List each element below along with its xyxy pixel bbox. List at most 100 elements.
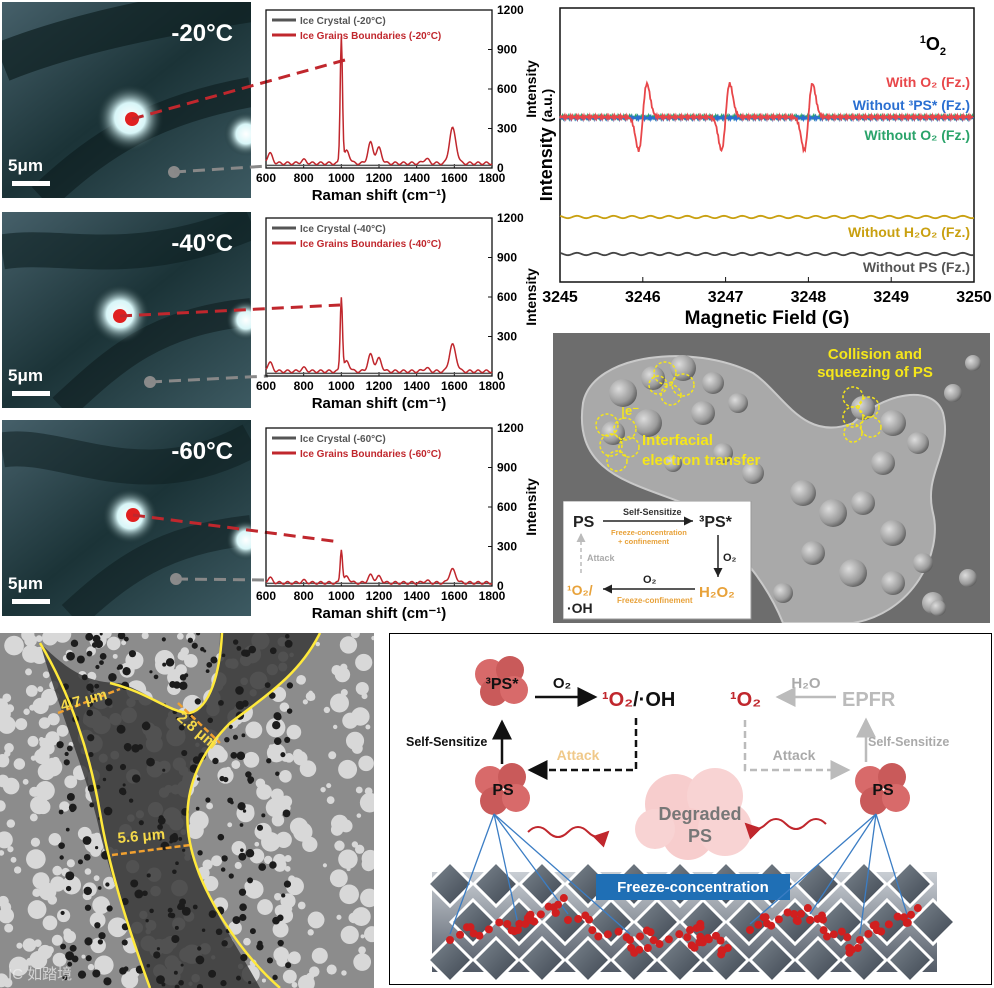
sem-interfacial-line1: Interfacial [642,432,713,449]
epr-xtick: 3250 [956,289,992,306]
tie-lines [449,813,911,935]
mechanism-diagram: ³PS* O₂ ¹O₂/·OH Self-Sensitize Attack PS… [406,656,958,984]
mech-self-sensitize-right: Self-Sensitize [868,735,949,749]
micrograph-image [2,420,251,616]
epr-xtick: 3247 [708,289,744,306]
raman-charts: 600 800 1000 1200 1400 1600 180003006009001200… [256,3,539,622]
raman-legend-boundary: Ice Grains Boundaries (-60°C) [300,449,441,460]
raman-ytick: 600 [497,82,517,96]
scalebar [12,181,50,186]
sem-interfacial-line2: electron transfer [642,452,761,469]
inset-h2o2: H₂O₂ [699,584,735,601]
epr-line-without-h2o2 [559,214,975,220]
mech-self-sensitize: Self-Sensitize [406,735,487,749]
raman-ytick: 1200 [497,3,524,17]
mech-singlet-right: ¹O₂ [730,689,761,711]
raman-xtick: 1200 [366,589,393,603]
temperature-label: -60°C [171,438,233,465]
probe-point-boundary [125,112,139,126]
inset-singlet: ¹O₂/ [567,582,593,598]
raman-xtick: 600 [256,171,276,185]
temperature-label: -40°C [171,230,233,257]
degraded-ps-icon [635,768,752,860]
raman-boundary-line [265,36,493,166]
mech-triplet-ps: ³PS* [486,676,520,693]
inset-freeze-conc-line2: + confinement [618,537,670,546]
raman-ytick: 900 [497,43,517,57]
inset-attack: Attack [587,553,616,563]
epr-xtick: 3245 [542,289,578,306]
mech-attack-right: Attack [773,747,816,763]
raman-xtick: 1600 [441,589,468,603]
probe-point-crystal [168,166,180,178]
raman-boundary-line [265,297,493,374]
epr-chart: 3245 3246 3247 3248 3249 3250 Magnetic Field (… [540,7,992,329]
tem-image-panel: 4.7 μm 2.8 μm 5.6 μm IC 如踏境 [0,633,374,988]
raman-xtick: 1800 [479,589,506,603]
probe-point-boundary [113,309,127,323]
raman-ytick: 300 [497,330,517,344]
mech-ps-left: PS [492,782,514,799]
ps-triplet-icon [475,656,528,706]
raman-xtick: 1400 [403,589,430,603]
sem-inset-cycle: PS Self-Sensitize Freeze-concentration +… [563,501,752,620]
probe-point-crystal [144,376,156,388]
inset-freeze-conf: Freeze-confinement [617,596,693,605]
epr-xtick: 3248 [791,289,827,306]
raman-ytick: 300 [497,540,517,554]
raman-legend-boundary: Ice Grains Boundaries (-20°C) [300,31,441,42]
scalebar-label: 5μm [8,156,43,175]
inset-o2-a: O₂ [723,552,737,564]
epr-ylabel: Intensity (a.u.) [540,89,556,201]
mech-degraded-line1: Degraded [658,804,741,824]
sem-collision-line1: Collision and [828,346,922,363]
probe-point-crystal [170,573,182,585]
raman-ylabel: Intensity [523,478,539,536]
raman-xtick: 1000 [328,379,355,393]
raman-xtick: 1400 [403,171,430,185]
raman-legend-boundary: Ice Grains Boundaries (-40°C) [300,239,441,250]
raman-xlabel: Raman shift (cm⁻¹) [312,187,447,204]
raman-xtick: 800 [294,589,314,603]
probe-point-boundary [126,508,140,522]
raman-boundary-line [265,549,493,585]
mech-epfr: EPFR [842,689,896,711]
raman-ylabel: Intensity [523,268,539,326]
temperature-label: -20°C [171,20,233,47]
mech-attack-left: Attack [557,747,600,763]
micrograph-minus40: -40°C 5μm [2,212,251,408]
raman-ytick: 1200 [497,211,524,225]
sem-image: Collision and squeezing of PS Interfacia… [553,333,990,623]
raman-legend-crystal: Ice Crystal (-60°C) [300,434,386,445]
mech-freeze-box: Freeze-concentration [617,879,769,896]
micrograph-minus60: -60°C 5μm [2,420,251,616]
raman-ytick: 900 [497,461,517,475]
raman-ytick: 0 [497,161,504,175]
epr-xtick: 3249 [873,289,909,306]
raman-xtick: 1000 [328,589,355,603]
raman-ytick: 1200 [497,421,524,435]
inset-ps: PS [573,514,595,531]
raman-xtick: 1400 [403,379,430,393]
micrograph-minus20: -20°C 5μm [2,2,251,198]
inset-oh: ·OH [567,600,593,616]
raman-xtick: 1800 [479,379,506,393]
epr-legend-3: Without H₂O₂ (Fz.) [848,224,970,240]
epr-xlabel: Magnetic Field (G) [685,308,850,329]
epr-legend-1: Without ³PS* (Fz.) [853,97,970,113]
mech-singlet-oh: ¹O₂/·OH [602,689,675,711]
epr-line-without-ps [559,251,975,257]
tem-image: 4.7 μm 2.8 μm 5.6 μm IC 如踏境 [0,633,374,988]
mechanism-panel: ³PS* O₂ ¹O₂/·OH Self-Sensitize Attack PS… [389,633,992,985]
raman-xlabel: Raman shift (cm⁻¹) [312,605,447,622]
epr-legend-2: Without O₂ (Fz.) [864,127,970,143]
raman-xtick: 600 [256,589,276,603]
mech-ps-right: PS [872,782,894,799]
sem-cluster-outlines [595,361,882,472]
inset-freeze-conc-line1: Freeze-concentration [611,528,687,537]
raman-ylabel: Intensity [523,60,539,118]
sem-image-panel: Collision and squeezing of PS Interfacia… [553,333,990,623]
raman-xtick: 1200 [366,379,393,393]
scalebar-label: 5μm [8,574,43,593]
raman-ytick: 0 [497,369,504,383]
